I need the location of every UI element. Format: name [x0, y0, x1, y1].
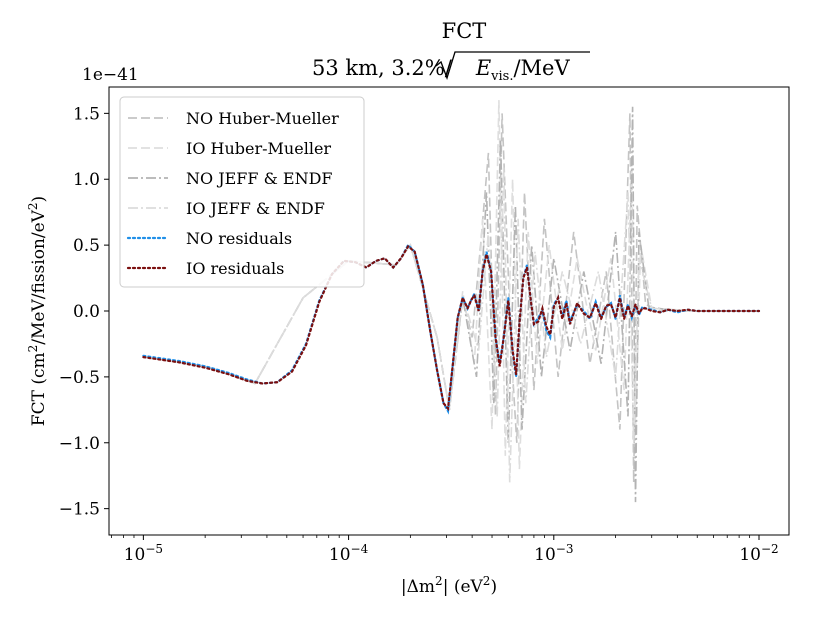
- legend: NO Huber-Mueller IO Huber-Mueller NO JEFF …: [119, 96, 365, 288]
- subtitle-prefix: 53 km, 3.2%/: [312, 56, 453, 80]
- x-tick-label-2: 10−4: [329, 542, 369, 565]
- ticks-layer: 10−5 10−4 10−3 10−2 1.5 1.0 0.5 0.0 −0.5 −1.0 −1.5: [59, 104, 779, 565]
- xlabel-unit-sup: 2: [483, 574, 491, 588]
- series-layer: [142, 100, 761, 503]
- ylabel-mid: /MeV/fission/eV: [29, 209, 49, 344]
- legend-label-1: NO Huber-Mueller: [186, 109, 339, 128]
- y-tick-label-1: 1.5: [73, 104, 100, 124]
- y-tick-label-4: 0.0: [73, 302, 100, 322]
- series-line-4: [143, 166, 759, 483]
- chart-title: FCT: [442, 19, 487, 43]
- y-axis-label: FCT (cm2/MeV/fission/eV2): [26, 196, 49, 426]
- legend-box: [119, 96, 365, 288]
- y-tick-label-6: −1.0: [59, 434, 100, 454]
- xlabel-suffix: | (eV: [443, 577, 484, 597]
- subtitle-suffix: /MeV: [513, 56, 570, 80]
- ylabel-sup2: 2: [26, 202, 40, 210]
- ylabel-close: ): [29, 196, 49, 203]
- svg-text:53 km, 3.2%/Evis./MeV: 53 km, 3.2%/ Evis./MeV: [312, 56, 570, 84]
- y-tick-label-2: 1.0: [73, 170, 100, 190]
- chart-subtitle: 53 km, 3.2%/ Evis./MeV: [312, 51, 590, 84]
- legend-label-2: IO Huber-Mueller: [186, 139, 331, 158]
- y-tick-label-5: −0.5: [59, 368, 100, 388]
- y-tick-label-3: 0.5: [73, 236, 100, 256]
- y-tick-label-7: −1.5: [59, 500, 100, 520]
- xlabel-close: ): [490, 577, 497, 597]
- xlabel-prefix: |Δm: [401, 577, 435, 597]
- x-tick-label-4: 10−2: [739, 542, 778, 565]
- legend-label-4: IO JEFF & ENDF: [186, 199, 325, 218]
- legend-label-5: NO residuals: [186, 229, 292, 248]
- legend-label-6: IO residuals: [186, 259, 284, 278]
- sqrt-sign: [435, 51, 590, 81]
- x-axis-label: |Δm2| (eV2): [401, 574, 497, 597]
- subtitle-sub: vis.: [490, 69, 513, 84]
- x-tick-label-1: 10−5: [124, 542, 163, 565]
- ylabel-sup1: 2: [26, 345, 40, 353]
- subtitle-var: E: [475, 56, 491, 80]
- x-tick-label-3: 10−3: [534, 542, 573, 565]
- ylabel-prefix: FCT (cm: [29, 352, 49, 426]
- series-line-6: [142, 244, 761, 412]
- legend-label-3: NO JEFF & ENDF: [186, 169, 333, 188]
- y-offset-label: 1e−41: [82, 65, 139, 85]
- xlabel-sup: 2: [435, 574, 443, 588]
